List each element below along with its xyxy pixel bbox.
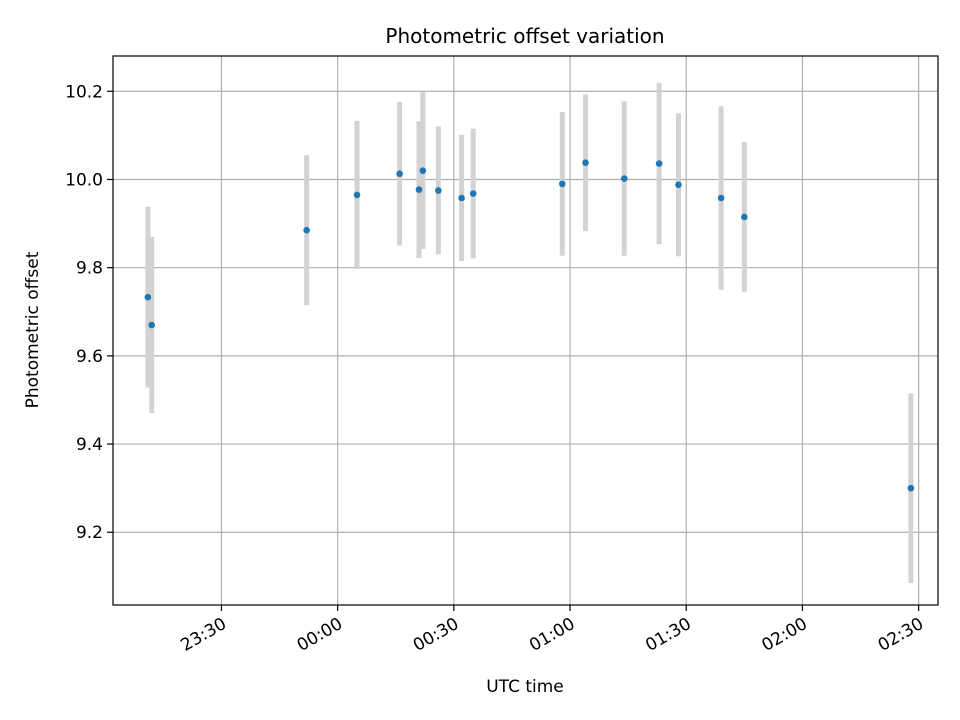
data-point	[907, 484, 915, 492]
data-point	[655, 160, 663, 167]
y-tick-label: 9.4	[76, 435, 103, 455]
data-point	[419, 167, 427, 174]
x-axis-label: UTC time	[486, 677, 564, 697]
y-tick-label: 10.0	[65, 170, 103, 190]
data-point	[675, 181, 682, 189]
y-axis-ticks: 9.2 9.4 9.6 9.8 10.0 10.2	[65, 82, 113, 543]
data-point	[415, 186, 423, 193]
data-point	[435, 187, 442, 194]
plot-frame	[112, 55, 939, 606]
data-point	[717, 194, 725, 202]
y-tick-label: 9.8	[76, 259, 103, 279]
grid-lines	[113, 56, 938, 605]
data-point	[148, 321, 156, 329]
data-point	[620, 175, 628, 182]
y-tick-label: 10.2	[65, 82, 103, 102]
data-point	[558, 180, 566, 188]
y-tick-label: 9.6	[76, 347, 103, 367]
y-axis-label: Photometric offset	[23, 251, 43, 408]
data-points	[144, 159, 915, 492]
data-point	[396, 170, 403, 178]
data-point	[353, 191, 361, 199]
data-point	[582, 159, 589, 167]
data-point	[303, 226, 310, 234]
data-point	[741, 213, 748, 221]
data-point	[469, 190, 477, 197]
chart-title: Photometric offset variation	[385, 24, 664, 48]
data-point	[144, 293, 152, 301]
y-tick-label: 9.2	[76, 523, 103, 543]
data-point	[458, 194, 465, 202]
